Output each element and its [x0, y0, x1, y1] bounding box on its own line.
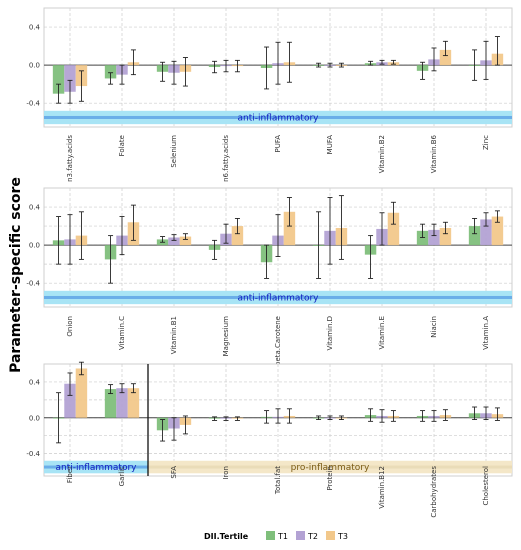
legend-label-t3: T3	[337, 532, 348, 541]
legend-swatch-t2	[296, 531, 305, 540]
category-label: Vitamin.B12	[378, 466, 386, 509]
category-label: n6.fatty.acids	[222, 135, 230, 182]
legend-swatch-t3	[326, 531, 335, 540]
bar-t3	[231, 226, 244, 246]
y-axis-label: Parameter-specific score	[8, 177, 24, 373]
category-label: Garlic	[118, 466, 126, 486]
bar-t2	[168, 237, 180, 246]
category-label: Fiber	[66, 466, 74, 483]
bar-t3	[283, 211, 296, 246]
category-label: Vitamin.B2	[378, 135, 386, 173]
category-label: Vitamin.A	[482, 316, 490, 350]
legend-title: DII.Tertile	[204, 532, 249, 541]
y-tick-label: -0.4	[26, 280, 40, 288]
bar-t3	[127, 388, 140, 418]
band-label: anti-inflammatory	[238, 113, 320, 123]
category-label: Folate	[118, 135, 126, 156]
category-label: Magnesium	[222, 316, 230, 357]
bar-t1	[416, 230, 429, 246]
legend-label-t2: T2	[307, 532, 318, 541]
category-label: Vitamin.B1	[170, 316, 178, 354]
bar-t1	[468, 226, 481, 246]
category-label: Zinc	[482, 135, 490, 150]
bar-t2	[480, 219, 492, 246]
category-label: Iron	[222, 466, 230, 480]
bar-t3	[439, 227, 452, 246]
category-label: Protein	[326, 466, 334, 491]
category-label: Total.fat	[274, 466, 282, 495]
bar-t2	[428, 229, 440, 246]
legend-label-t1: T1	[277, 532, 288, 541]
bar-t3	[387, 212, 400, 246]
y-tick-label: 0.0	[29, 414, 40, 422]
bar-t3	[75, 368, 88, 418]
bar-t3	[491, 216, 504, 246]
chart-panels: anti-inflammatory -0.4 0.0 0.4 n3.fatty.acid…	[26, 7, 513, 518]
panel-3: anti-inflammatory pro-inflammatory -0.4 0.0…	[26, 361, 513, 518]
band-stripe	[44, 295, 512, 299]
bar-t3	[179, 236, 192, 246]
category-label: PUFA	[274, 135, 282, 153]
bar-t2	[64, 65, 76, 92]
category-label: Vitamin.D	[326, 316, 334, 350]
category-label: Selenium	[170, 135, 178, 168]
bar-t3	[439, 49, 452, 66]
bar-t2	[116, 388, 128, 418]
y-tick-label: -0.4	[26, 450, 40, 458]
category-label: Niacin	[430, 316, 438, 338]
band-stripe	[44, 115, 512, 119]
legend: DII.Tertile T1 T2 T3	[204, 531, 348, 541]
y-tick-label: 0.4	[29, 24, 41, 32]
panel-1: anti-inflammatory -0.4 0.0 0.4 n3.fatty.acid…	[26, 7, 513, 182]
bar-t1	[52, 65, 65, 94]
y-tick-label: -0.4	[26, 100, 40, 108]
band-label: anti-inflammatory	[56, 463, 138, 473]
category-label: MUFA	[326, 135, 334, 155]
bar-t1	[104, 65, 117, 79]
bar-t2	[64, 383, 76, 418]
category-label: Onion	[66, 316, 74, 337]
category-label: Carbohydrates	[430, 466, 438, 518]
category-label: SFA	[170, 466, 178, 479]
y-tick-label: 0.4	[29, 204, 41, 212]
category-label: Cholesterol	[482, 466, 490, 506]
band-label: pro-inflammatory	[291, 463, 370, 473]
bar-t1	[104, 389, 117, 418]
y-tick-label: 0.4	[29, 378, 41, 386]
legend-swatch-t1	[266, 531, 275, 540]
y-tick-label: 0.0	[29, 242, 40, 250]
band-stripe	[44, 465, 148, 469]
category-label: Vitamin.E	[378, 316, 386, 349]
y-tick-label: 0.0	[29, 62, 40, 70]
category-label: n3.fatty.acids	[66, 135, 74, 182]
band-stripe	[148, 465, 512, 469]
category-label: Vitamin.B6	[430, 134, 438, 173]
category-label: Vitamin.C	[118, 316, 126, 350]
panel-2: anti-inflammatory -0.4 0.0 0.4 Onion Vitamin.…	[26, 187, 513, 366]
category-label: beta.Carotene	[274, 316, 282, 366]
band-label: anti-inflammatory	[238, 293, 320, 303]
